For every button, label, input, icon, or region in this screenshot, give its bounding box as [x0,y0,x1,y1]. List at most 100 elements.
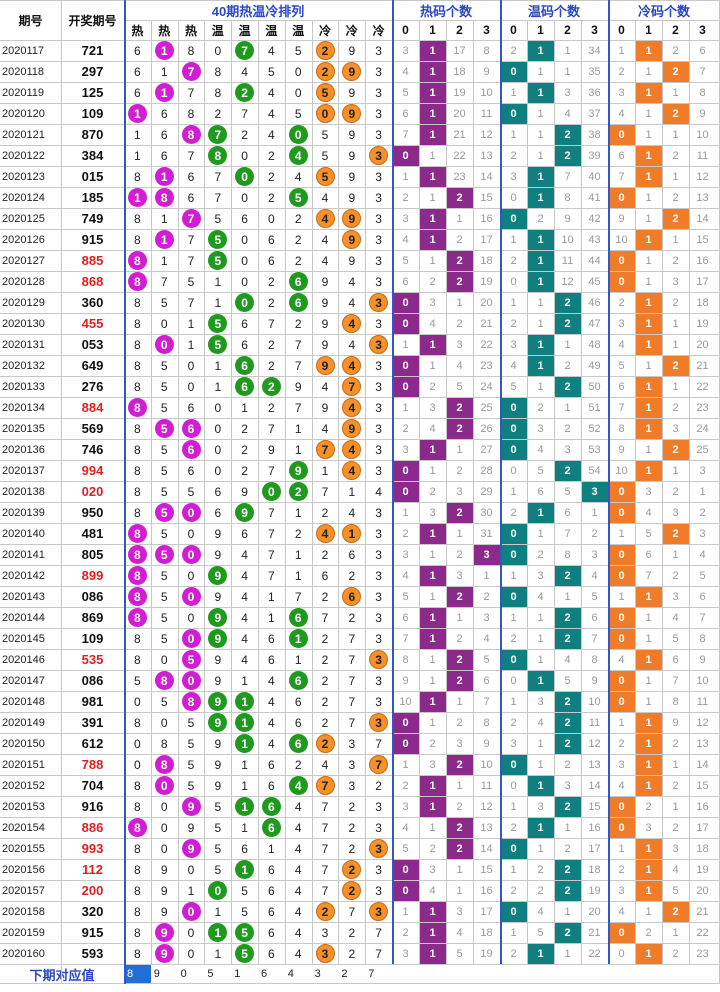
hot-count-cell: 3 [456,485,463,498]
cold-count-cell: 3 [645,821,652,834]
cold-count-marker: 1 [635,586,662,607]
warm-count-marker: 1 [527,187,554,208]
ranking-digit: 8 [134,316,141,331]
hot-count-cell: 7 [483,695,490,708]
cold-digit-ball: 2 [342,881,362,900]
hot-count-marker: 1 [419,229,446,250]
warm-count-cell: 2 [510,716,517,729]
cold-count-cell: 3 [672,506,679,519]
cold-count-cell: 2 [618,296,625,309]
warm-digit-ball: 6 [235,356,255,375]
warm-count-cell: 1 [564,821,571,834]
warm-count-cell: 52 [588,422,601,435]
cold-count-cell: 14 [696,212,709,225]
ranking-digit: 1 [134,148,141,163]
ranking-digit: 5 [214,799,222,814]
hot-count-cell: 2 [429,380,436,393]
warm-count-cell: 2 [510,884,517,897]
cold-count-cell: 24 [696,422,709,435]
ranking-digit: 7 [294,589,302,604]
ranking-digit: 4 [241,589,248,604]
hot-count-cell: 2 [483,590,490,603]
warm-count-cell: 11 [588,716,601,729]
hot-count-cell: 19 [480,275,493,288]
cold-count-cell: 12 [696,716,709,729]
hot-count-cell: 13 [480,821,493,834]
cold-count-marker: 1 [635,418,662,439]
ranking-digit: 0 [241,274,248,289]
period-id: 2020158 [2,905,45,918]
hot-digit-ball: 0 [154,335,174,354]
hot-count-cell: 1 [429,359,436,372]
ranking-digit: 9 [321,274,329,289]
warm-count-cell: 44 [588,254,601,267]
warm-count-cell: 2 [537,401,544,414]
grid-line [0,523,720,524]
ranking-digit: 5 [160,442,168,457]
ranking-digit: 4 [348,274,356,289]
warm-count-cell: 1 [537,128,544,141]
ranking-digit: 4 [348,295,356,310]
warm-count-cell: 0 [510,275,517,288]
hot-digit-ball: 7 [181,209,201,228]
warm-count-cell: 12 [561,275,574,288]
period-id: 2020140 [2,527,45,540]
period-id: 2020135 [2,422,45,435]
warm-count-cell: 3 [537,695,544,708]
ranking-digit: 1 [294,442,302,457]
warm-digit-ball: 5 [235,923,255,942]
cold-count-marker: 1 [635,376,662,397]
ranking-digit: 7 [268,526,275,541]
count-label: 3 [699,23,706,37]
ranking-digit: 2 [375,778,382,793]
hot-count-cell: 1 [402,905,409,918]
ranking-digit: 5 [160,295,168,310]
warm-count-cell: 8 [591,653,598,666]
hot-count-marker: 1 [419,61,446,82]
grid-line [0,355,720,356]
ranking-digit: 9 [160,904,168,919]
grid-line [0,208,720,209]
warm-count-cell: 1 [537,380,544,393]
warm-count-cell: 19 [588,884,601,897]
ranking-digit: 4 [294,925,302,940]
ranking-digit: 0 [134,736,141,751]
ranking-label: 温 [238,23,251,38]
warm-count-marker: 0 [500,754,527,775]
ranking-digit: 5 [160,358,168,373]
ranking-digit: 0 [187,526,195,541]
warm-count-cell: 5 [510,380,517,393]
warm-count-marker: 2 [554,712,581,733]
warm-count-marker: 0 [500,649,527,670]
ranking-digit: 8 [160,736,168,751]
hot-count-cell: 8 [483,44,490,57]
hot-digit-ball: 0 [181,671,201,690]
warm-count-marker: 2 [554,691,581,712]
ranking-digit: 2 [321,547,329,562]
ranking-digit: 3 [375,421,382,436]
cold-count-marker: 0 [608,544,635,565]
ranking-digit: 7 [187,232,195,247]
warm-count-cell: 3 [537,800,544,813]
next-period-value: 8 [124,964,151,984]
ranking-digit: 1 [268,589,275,604]
ranking-digit: 7 [187,295,195,310]
hot-count-cell: 5 [456,947,463,960]
draw-number: 950 [81,505,104,520]
hot-count-cell: 10 [480,86,493,99]
warm-count-cell: 54 [588,464,601,477]
ranking-digit: 4 [268,85,275,100]
draw-number: 994 [81,463,104,478]
draw-number: 569 [81,421,104,436]
hot-count-cell: 9 [402,674,409,687]
ranking-digit: 4 [268,694,275,709]
warm-count-cell: 4 [510,359,517,372]
warm-count-cell: 2 [564,758,571,771]
grid-line [0,880,720,881]
warm-count-cell: 1 [537,758,544,771]
hot-count-cell: 25 [480,401,493,414]
ranking-digit: 2 [294,526,302,541]
cold-count-cell: 8 [618,422,625,435]
ranking-digit: 7 [321,820,329,835]
